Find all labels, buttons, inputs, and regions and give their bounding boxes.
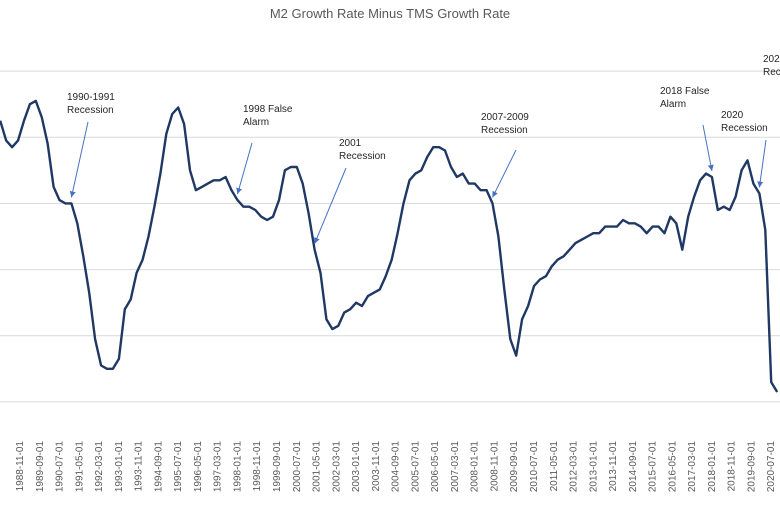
x-tick-label: 2004-09-01 bbox=[391, 441, 402, 493]
x-tick-label: 1998-01-01 bbox=[233, 441, 244, 493]
x-tick-label: 2007-03-01 bbox=[450, 441, 461, 493]
annotation-text: Recession bbox=[67, 105, 114, 116]
x-tick-label: 2017-03-01 bbox=[687, 441, 698, 493]
x-tick-label: 2013-11-01 bbox=[608, 441, 619, 492]
x-tick-label: 1989-09-01 bbox=[35, 441, 46, 493]
x-tick-label: 2003-01-01 bbox=[351, 441, 362, 493]
x-axis-tick-labels: 1988-11-01 1989-09-01 1990-07-01 1991-05-01… bbox=[15, 441, 777, 493]
x-tick-label: 2009-09-01 bbox=[509, 441, 520, 493]
annotation: 2001 Recession bbox=[314, 138, 386, 244]
annotation-text: 2007-2009 bbox=[481, 112, 529, 123]
series-group bbox=[0, 99, 779, 393]
series-line bbox=[0, 99, 779, 393]
annotation-arrow bbox=[69, 121, 89, 198]
annotation-arrow bbox=[702, 124, 714, 172]
annotation-text: Recession bbox=[481, 125, 528, 136]
x-tick-label: 2003-11-01 bbox=[371, 441, 382, 492]
x-tick-label: 2000-07-01 bbox=[292, 441, 303, 493]
x-tick-label: 2016-05-01 bbox=[667, 441, 678, 493]
annotation-text: 1998 False bbox=[243, 104, 293, 115]
annotation-text: 2001 bbox=[339, 138, 362, 149]
x-tick-label: 2018-01-01 bbox=[707, 441, 718, 493]
annotation-text: 2020 bbox=[721, 110, 744, 121]
annotation-text: Rec bbox=[763, 67, 780, 78]
x-tick-label: 2018-11-01 bbox=[727, 441, 738, 492]
x-tick-label: 2010-07-01 bbox=[529, 441, 540, 493]
x-tick-label: 1994-09-01 bbox=[153, 441, 164, 493]
x-tick-label: 2002-03-01 bbox=[331, 441, 342, 493]
annotation: 1990-1991 Recession bbox=[67, 92, 115, 198]
annotation-arrow bbox=[236, 142, 253, 195]
annotation: 202 Rec bbox=[763, 54, 780, 78]
annotation-text: 202 bbox=[763, 54, 780, 65]
x-tick-label: 2001-05-01 bbox=[312, 441, 323, 493]
gridlines bbox=[0, 70, 780, 403]
x-tick-label: 1991-05-01 bbox=[74, 441, 85, 493]
x-tick-label: 2006-05-01 bbox=[430, 441, 441, 493]
x-tick-label: 2005-07-01 bbox=[410, 441, 421, 493]
annotation-arrow bbox=[314, 167, 347, 244]
chart-title: M2 Growth Rate Minus TMS Growth Rate bbox=[269, 6, 511, 21]
x-tick-label: 2014-09-01 bbox=[628, 441, 639, 493]
annotation-text: Alarm bbox=[660, 99, 686, 110]
x-tick-label: 2012-03-01 bbox=[569, 441, 580, 493]
annotations: 1990-1991 Recession 1998 False Alarm 2001 Rec… bbox=[67, 54, 780, 244]
x-tick-label: 1993-11-01 bbox=[134, 441, 145, 492]
annotation-text: Recession bbox=[339, 151, 386, 162]
x-tick-label: 1997-03-01 bbox=[213, 441, 224, 493]
annotation-text: Recession bbox=[721, 123, 768, 134]
annotation-text: Alarm bbox=[243, 117, 269, 128]
x-tick-label: 1992-03-01 bbox=[94, 441, 105, 493]
x-tick-label: 1990-07-01 bbox=[55, 441, 66, 493]
annotation-text: 2018 False bbox=[660, 86, 710, 97]
annotation: 2020 Recession bbox=[721, 110, 768, 188]
x-tick-label: 1996-05-01 bbox=[193, 441, 204, 493]
x-tick-label: 1993-01-01 bbox=[114, 441, 125, 493]
x-tick-label: 1995-07-01 bbox=[173, 441, 184, 493]
x-tick-label: 1998-11-01 bbox=[252, 441, 263, 492]
x-tick-label: 2008-11-01 bbox=[490, 441, 501, 492]
annotation-text: 1990-1991 bbox=[67, 92, 115, 103]
x-tick-label: 2013-01-01 bbox=[588, 441, 599, 493]
annotation: 1998 False Alarm bbox=[236, 104, 293, 195]
x-tick-label: 2020-07-01 bbox=[766, 441, 777, 493]
x-tick-label: 1988-11-01 bbox=[15, 441, 26, 492]
x-tick-label: 2015-07-01 bbox=[648, 441, 659, 493]
x-tick-label: 2011-05-01 bbox=[549, 441, 560, 492]
annotation: 2018 False Alarm bbox=[660, 86, 714, 172]
x-tick-label: 2019-09-01 bbox=[747, 441, 758, 493]
x-tick-label: 1999-09-01 bbox=[272, 441, 283, 493]
x-tick-label: 2008-01-01 bbox=[470, 441, 481, 493]
annotation-arrow bbox=[757, 139, 767, 188]
annotation: 2007-2009 Recession bbox=[481, 112, 529, 198]
annotation-arrow bbox=[492, 149, 517, 198]
